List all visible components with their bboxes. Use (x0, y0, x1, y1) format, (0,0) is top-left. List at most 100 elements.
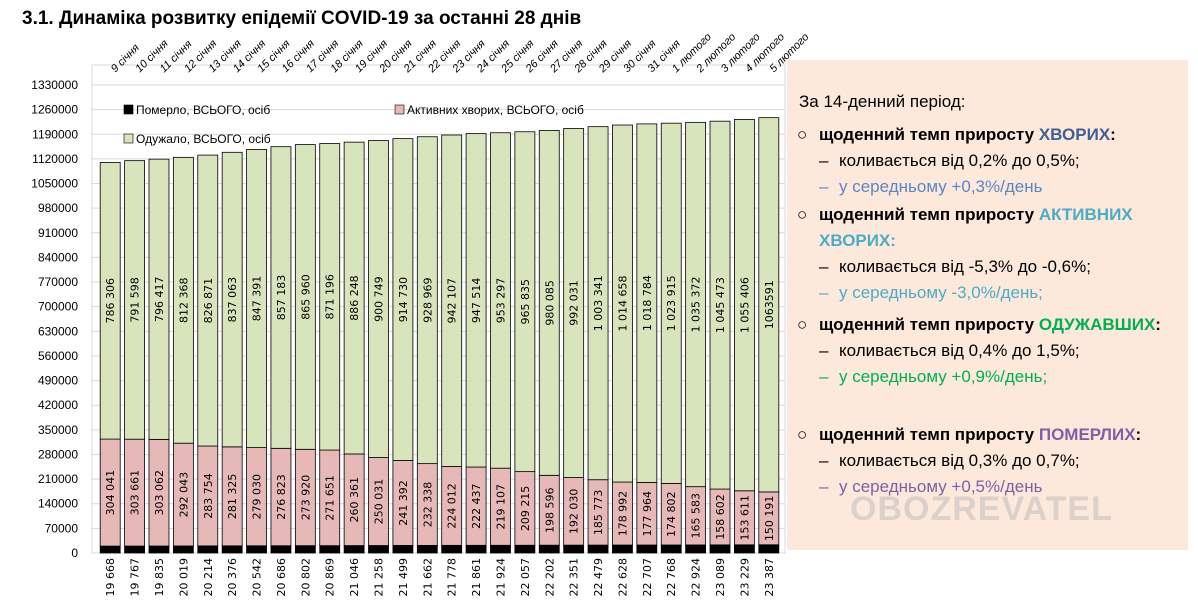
summary-heading: ○ щоденний темп приросту ХВОРИХ: (797, 122, 1116, 148)
bar-segment (416, 136, 438, 465)
bar-segment (172, 545, 194, 554)
data-label: 273 920 (299, 475, 312, 521)
death-label: 20 214 (202, 558, 215, 597)
bar-segment (294, 144, 316, 450)
data-label: 1063591 (763, 280, 776, 329)
data-label: 192 030 (568, 489, 581, 534)
death-label: 23 089 (714, 558, 727, 597)
bar-segment (685, 121, 707, 488)
bar-segment (636, 544, 658, 554)
y-tick-label: 1190000 (32, 127, 78, 141)
bar-segment (514, 544, 536, 554)
bar-segment (758, 117, 780, 493)
data-label: 786 306 (104, 278, 117, 324)
bar-segment (538, 544, 560, 554)
data-label: 992 031 (568, 280, 581, 326)
data-label: 158 602 (714, 494, 727, 540)
data-label: 250 031 (373, 479, 386, 524)
death-label: 22 768 (665, 558, 678, 597)
line-text: у середньому +0,5%/день (839, 477, 1043, 496)
bar-segment (612, 124, 633, 483)
data-label: 303 661 (129, 470, 142, 515)
data-label: 174 802 (665, 491, 678, 537)
line-text: у середньому +0,9%/день; (839, 367, 1048, 386)
line-text: у середньому +0,3%/день (839, 177, 1043, 196)
line-text: коливається від 0,2% до 0,5%; (839, 151, 1080, 170)
summary-block: ○ щоденний темп приросту ХВОРИХ: – коливаєт… (797, 122, 1116, 200)
summary-heading: ○ щоденний темп приросту ПОМЕРЛИХ: (797, 422, 1141, 448)
death-label: 21 924 (494, 558, 507, 597)
panel-intro: За 14-денний період: (799, 92, 966, 111)
y-tick-label: 630000 (38, 324, 78, 338)
bar-segment (612, 544, 633, 554)
data-label: 847 391 (251, 276, 264, 322)
y-tick-label: 700000 (38, 300, 78, 314)
y-tick-label: 280000 (38, 447, 78, 461)
data-label: 177 964 (641, 491, 654, 537)
y-tick-label: 140000 (38, 497, 78, 511)
death-label: 20 802 (299, 558, 312, 597)
data-label: 1 023 915 (665, 275, 678, 331)
bar-segment (441, 544, 463, 554)
heading-key: ОДУЖАВШИХ (1038, 315, 1156, 334)
data-label: 947 514 (470, 278, 483, 324)
bar-segment (514, 131, 536, 473)
y-tick-label: 1330000 (31, 78, 78, 92)
bar-segment (197, 154, 219, 447)
data-label: 279 030 (251, 474, 264, 520)
data-label: 153 611 (738, 495, 751, 541)
y-tick-label: 490000 (38, 374, 78, 388)
death-label: 22 628 (616, 558, 629, 597)
death-label: 19 767 (129, 558, 142, 597)
death-label: 21 046 (348, 558, 361, 597)
dash-icon: – (819, 367, 829, 386)
summary-block: ○ щоденний темп приросту ПОМЕРЛИХ: – колива… (797, 422, 1141, 500)
dash-icon: – (819, 451, 829, 470)
bar-segment (465, 544, 487, 554)
legend-swatch (123, 104, 134, 115)
line-text: коливається від 0,4% до 1,5%; (839, 341, 1080, 360)
data-label: 1 045 473 (714, 277, 727, 333)
data-label: 150 191 (763, 496, 776, 542)
bar-segment (368, 140, 389, 458)
data-label: 292 043 (177, 472, 190, 518)
legend-label: Одужало, ВСЬОГО, осіб (136, 132, 271, 146)
bar-segment (270, 146, 292, 449)
bar-segment (563, 128, 585, 478)
data-label: 283 754 (202, 473, 215, 519)
legend-label: Активних хворих, ВСЬОГО, осіб (407, 103, 584, 117)
data-label: 1 055 406 (738, 277, 751, 333)
line-text: коливається від 0,3% до 0,7%; (839, 451, 1080, 470)
bar-segment (270, 545, 292, 554)
heading-text: щоденний темп приросту (819, 315, 1039, 334)
bar-segment (636, 123, 658, 483)
death-label: 20 019 (177, 558, 190, 597)
data-label: 965 835 (519, 279, 532, 325)
heading-tail: : (1110, 125, 1116, 144)
bar-segment (660, 544, 682, 554)
legend-swatch (123, 133, 134, 144)
bar-segment (319, 545, 341, 554)
y-tick-label: 70000 (45, 521, 79, 535)
y-tick-label: 350000 (38, 423, 78, 437)
data-label: 857 183 (275, 275, 288, 321)
bar-segment (538, 130, 560, 476)
death-label: 19 668 (104, 558, 117, 597)
y-tick-label: 560000 (38, 349, 78, 363)
bar-segment (319, 143, 341, 451)
data-label: 900 749 (373, 276, 386, 322)
bar-segment (392, 138, 414, 461)
dash-icon: – (819, 177, 829, 196)
dash-icon: – (819, 477, 829, 496)
bar-segment (246, 149, 267, 448)
bar-segment (587, 544, 609, 554)
bar-segment (343, 545, 365, 554)
bar-segment (660, 122, 682, 484)
data-label: 219 107 (494, 484, 507, 530)
bar-segment (734, 118, 755, 492)
summary-block: ○ щоденний темп приросту АКТИВНИХ ХВОРИХ:… (797, 202, 1159, 306)
y-tick-label: 1050000 (31, 177, 78, 191)
death-label: 21 499 (397, 558, 410, 597)
death-label: 20 376 (226, 558, 239, 597)
bar-segment (124, 545, 145, 554)
